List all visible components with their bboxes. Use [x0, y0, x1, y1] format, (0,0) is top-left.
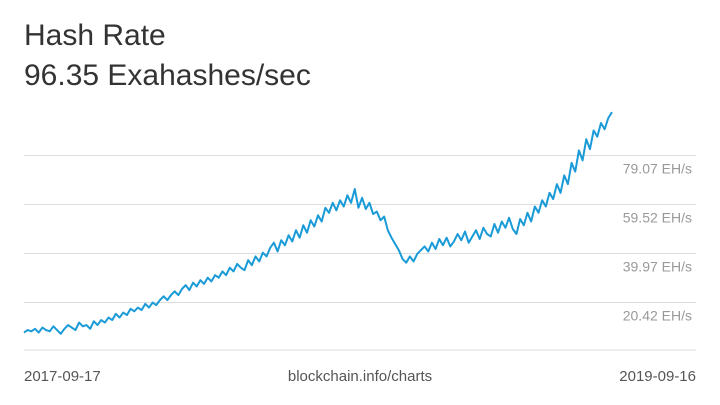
x-axis-start-label: 2017-09-17: [24, 368, 101, 385]
source-link[interactable]: blockchain.info/charts: [287, 368, 433, 385]
y-tick-label: 79.07 EH/s: [623, 161, 692, 177]
hash-rate-series-line: [23, 111, 613, 335]
y-tick-label: 20.42 EH/s: [623, 308, 692, 324]
series-layer: [23, 111, 613, 335]
chart-title: Hash Rate: [24, 19, 166, 52]
grid-lines: [24, 155, 696, 351]
y-tick-label: 59.52 EH/s: [623, 210, 692, 226]
y-tick-labels: 20.42 EH/s 39.97 EH/s 59.52 EH/s 79.07 EH/s: [623, 161, 692, 324]
current-hash-rate: 96.35 Exahashes/sec: [24, 59, 311, 92]
y-tick-label: 39.97 EH/s: [623, 259, 692, 275]
x-axis-end-label: 2019-09-16: [619, 368, 696, 385]
